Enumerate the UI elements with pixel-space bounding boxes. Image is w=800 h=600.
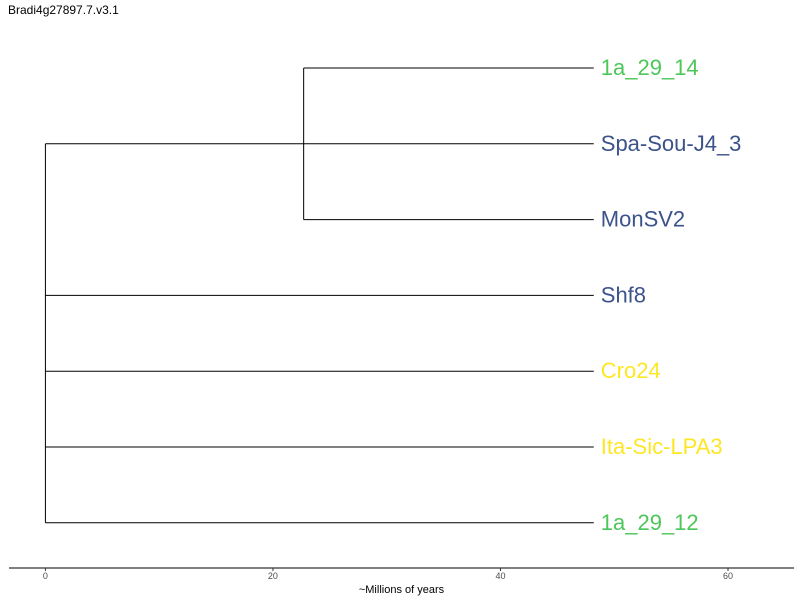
chart-title: Bradi4g27897.7.v3.1	[8, 3, 119, 17]
leaf-label: Shf8	[601, 282, 646, 307]
x-tick-label: 0	[43, 571, 48, 581]
leaf-labels-group: 1a_29_14 Spa-Sou-J4_3 MonSV2 Shf8 Cro24 Ita-S…	[601, 55, 742, 535]
leaf-label: 1a_29_12	[601, 510, 699, 535]
x-axis: 0 20 40 60 ~Millions of years	[9, 567, 794, 596]
leaf-label: Spa-Sou-J4_3	[601, 131, 742, 156]
x-axis-ticks: 0 20 40 60	[43, 568, 733, 581]
leaf-label: Ita-Sic-LPA3	[601, 434, 723, 459]
x-axis-label: ~Millions of years	[359, 584, 445, 596]
leaf-label: Cro24	[601, 358, 661, 383]
branches-group	[44, 67, 594, 524]
leaf-label: 1a_29_14	[601, 55, 699, 80]
x-tick-label: 40	[495, 571, 505, 581]
x-tick-label: 20	[268, 571, 278, 581]
x-tick-label: 60	[723, 571, 733, 581]
leaf-label: MonSV2	[601, 207, 685, 232]
